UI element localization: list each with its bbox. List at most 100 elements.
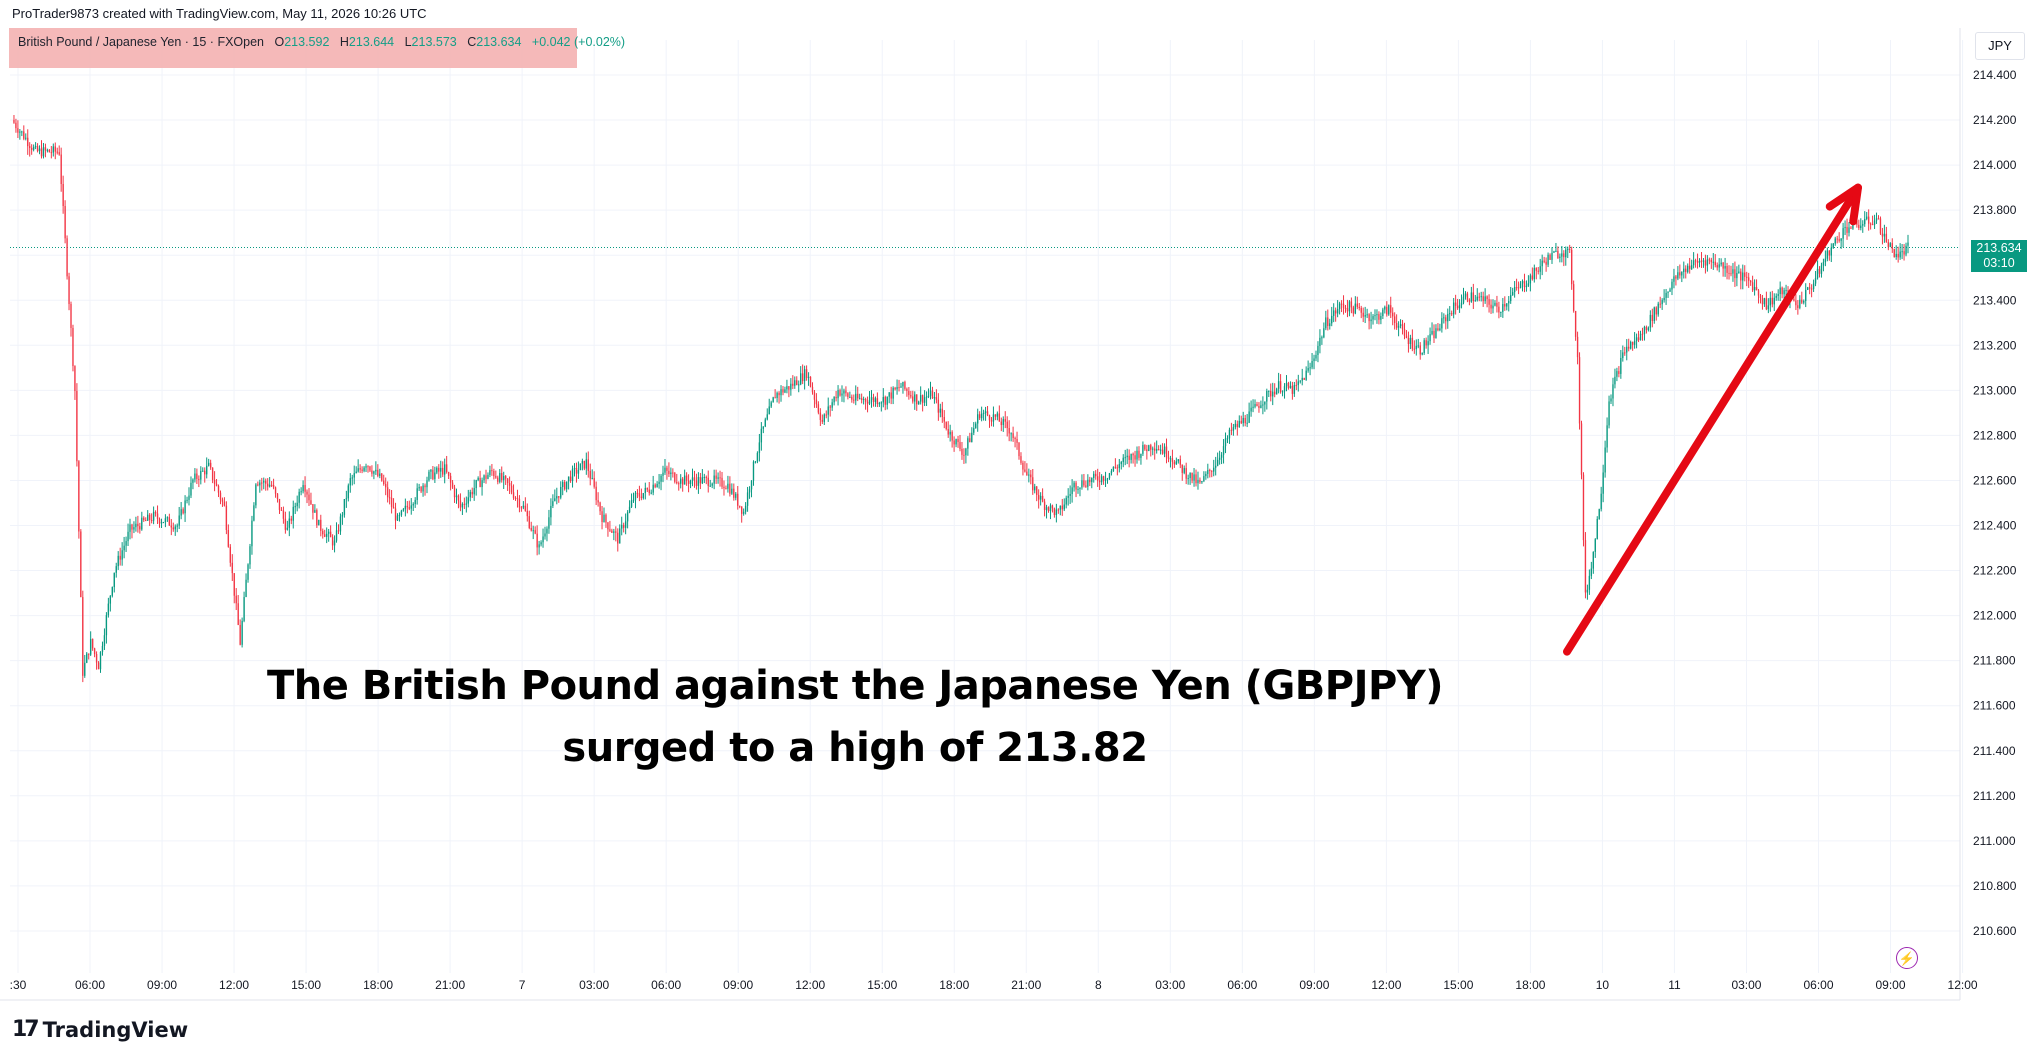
candle-body — [491, 470, 493, 472]
candle-body — [1655, 307, 1657, 315]
candle-body — [410, 505, 412, 509]
candle-body — [125, 541, 127, 546]
low-label: L — [404, 35, 412, 49]
candle-body — [683, 475, 686, 485]
candle-body — [1423, 340, 1425, 353]
candle-body — [404, 505, 407, 510]
candle-body — [70, 304, 72, 328]
candle-body — [845, 390, 847, 394]
currency-button[interactable]: JPY — [1975, 32, 2025, 60]
candle-body — [489, 470, 491, 475]
candle-body — [1907, 242, 1909, 246]
candle-body — [1673, 276, 1675, 282]
candle-body — [1643, 326, 1646, 335]
candle-body — [953, 440, 955, 445]
candle-body — [1535, 267, 1537, 271]
candle-body — [963, 454, 965, 456]
candle-body — [402, 509, 405, 511]
tradingview-brand[interactable]: 17 TradingView — [12, 1017, 188, 1042]
candle-body — [1527, 283, 1530, 286]
candle-body — [839, 390, 841, 396]
candle-body — [1327, 317, 1329, 327]
candle-body — [1403, 329, 1406, 336]
y-tick-label: 214.000 — [1973, 158, 2017, 172]
candle-body — [1079, 487, 1081, 489]
candle-body — [217, 485, 220, 493]
candle-body — [30, 147, 33, 150]
candle-body — [1602, 472, 1604, 494]
candle-body — [859, 398, 861, 400]
candle-body — [973, 428, 975, 433]
x-tick-label: 03:00 — [579, 978, 609, 992]
candle-body — [567, 476, 570, 482]
x-tick-label: 03:00 — [1731, 978, 1761, 992]
lightning-icon[interactable]: ⚡ — [1896, 947, 1918, 969]
candle-body — [961, 448, 963, 455]
candle-body — [1692, 260, 1695, 266]
candle-body — [1055, 509, 1058, 516]
candle-body — [857, 393, 859, 399]
candle-body — [935, 397, 938, 400]
candle-body — [1639, 333, 1642, 341]
candle-body — [520, 507, 523, 509]
candle-body — [398, 514, 401, 516]
candle-body — [829, 406, 831, 408]
candle-body — [1006, 421, 1008, 429]
candle-body — [135, 523, 137, 528]
y-tick-label: 214.200 — [1973, 113, 2017, 127]
candle-body — [1191, 472, 1193, 481]
candle-body — [447, 471, 450, 476]
candle-body — [1883, 233, 1886, 237]
symbol-name[interactable]: British Pound / Japanese Yen · 15 · FXOp… — [18, 35, 264, 49]
candle-body — [95, 654, 98, 663]
candle-body — [927, 395, 930, 397]
candle-body — [670, 472, 672, 475]
candle-body — [158, 518, 161, 524]
candle-body — [1067, 495, 1069, 498]
candle-body — [571, 468, 574, 482]
candle-body — [1688, 265, 1691, 270]
candle-body — [652, 484, 654, 493]
candle-body — [878, 403, 881, 405]
candle-body — [1439, 328, 1441, 331]
candle-body — [823, 414, 825, 422]
candle-body — [1842, 228, 1844, 239]
candle-body — [123, 545, 125, 551]
candle-body — [528, 516, 530, 529]
candle-body — [805, 369, 808, 378]
candle-body — [1260, 405, 1262, 408]
candle-body — [373, 471, 375, 474]
candle-body — [556, 496, 558, 499]
candle-body — [1116, 467, 1119, 469]
candle-body — [1456, 305, 1459, 309]
candle-body — [286, 527, 289, 530]
candle-body — [648, 489, 650, 494]
candle-body — [296, 502, 298, 507]
candle-body — [908, 391, 910, 396]
candle-body — [1411, 337, 1414, 349]
candle-body — [819, 412, 822, 421]
candle-body — [1333, 310, 1335, 316]
candle-body — [318, 519, 320, 526]
candle-body — [365, 466, 367, 468]
candle-body — [154, 511, 157, 514]
candle-body — [1108, 473, 1111, 479]
candle-body — [1649, 314, 1652, 328]
candle-body — [408, 507, 410, 509]
candle-body — [1236, 423, 1239, 428]
candle-body — [746, 492, 749, 506]
candle-body — [921, 395, 924, 403]
candle-body — [754, 461, 757, 463]
candle-body — [1710, 259, 1713, 263]
candle-body — [1061, 505, 1063, 510]
candle-body — [1293, 385, 1296, 394]
candle-body — [1517, 287, 1520, 289]
candle-body — [253, 505, 255, 521]
candle-body — [1008, 428, 1010, 434]
candle-body — [237, 603, 239, 625]
candle-body — [1570, 249, 1573, 285]
x-tick-label: 15:00 — [291, 978, 321, 992]
annotation-line-2: surged to a high of 213.82 — [562, 725, 1148, 771]
candle-body — [784, 389, 786, 393]
candle-body — [1415, 345, 1417, 350]
